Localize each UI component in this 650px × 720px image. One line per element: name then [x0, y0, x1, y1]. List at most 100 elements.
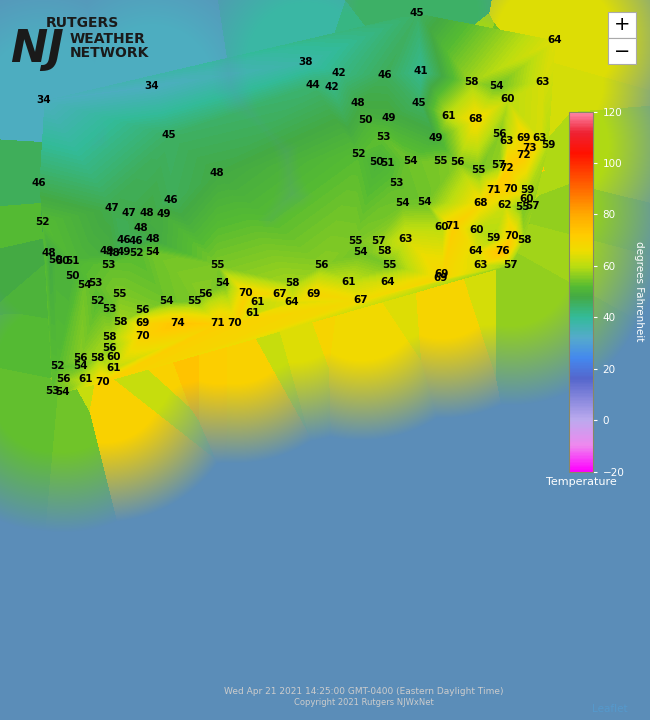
Text: −: − — [614, 42, 630, 60]
Text: 54: 54 — [353, 247, 367, 257]
Text: 54: 54 — [489, 81, 504, 91]
Text: 49: 49 — [157, 209, 171, 219]
Text: 57: 57 — [370, 236, 385, 246]
Text: Wed Apr 21 2021 14:25:00 GMT-0400 (Eastern Daylight Time): Wed Apr 21 2021 14:25:00 GMT-0400 (Easte… — [224, 687, 504, 696]
Text: 56: 56 — [492, 129, 506, 139]
Text: 48: 48 — [140, 208, 154, 218]
Text: 54: 54 — [216, 278, 230, 288]
Text: 54: 54 — [56, 387, 70, 397]
Text: 70: 70 — [136, 331, 150, 341]
Text: 50: 50 — [369, 157, 383, 167]
Text: 61: 61 — [251, 297, 265, 307]
Text: 55: 55 — [210, 260, 224, 270]
Text: 54: 54 — [77, 280, 91, 290]
Text: 54: 54 — [395, 198, 410, 208]
Text: 60: 60 — [500, 94, 515, 104]
Text: 70: 70 — [239, 288, 254, 298]
Text: 54: 54 — [145, 247, 159, 257]
Text: 46: 46 — [164, 195, 178, 205]
Text: 44: 44 — [306, 80, 320, 90]
Text: 55: 55 — [515, 202, 529, 212]
Text: 47: 47 — [122, 208, 136, 218]
Text: 58: 58 — [102, 332, 116, 342]
Text: 61: 61 — [107, 363, 122, 373]
Text: 68: 68 — [474, 198, 488, 208]
Text: 51: 51 — [380, 158, 395, 168]
Text: 50: 50 — [65, 271, 79, 281]
Text: 63: 63 — [398, 234, 413, 244]
Text: 54: 54 — [73, 361, 87, 371]
Text: 56: 56 — [314, 260, 328, 270]
Text: 53: 53 — [101, 260, 115, 270]
Text: WEATHER: WEATHER — [70, 32, 146, 46]
Text: 47: 47 — [105, 203, 120, 213]
Text: 50: 50 — [47, 255, 62, 265]
Text: 64: 64 — [469, 246, 484, 256]
Text: 59: 59 — [520, 185, 534, 195]
Text: 64: 64 — [381, 277, 395, 287]
Text: 48: 48 — [42, 248, 57, 258]
Text: 46: 46 — [378, 70, 393, 80]
Text: 52: 52 — [50, 361, 64, 371]
Text: Temperature: Temperature — [546, 477, 616, 487]
Text: 45: 45 — [162, 130, 176, 140]
Text: 60: 60 — [470, 225, 484, 235]
Text: 69: 69 — [517, 133, 531, 143]
Text: 62: 62 — [498, 200, 512, 210]
Text: 63: 63 — [533, 133, 547, 143]
Text: 46: 46 — [129, 236, 143, 246]
Text: 60: 60 — [107, 352, 122, 362]
Text: 42: 42 — [325, 82, 339, 92]
Text: 51: 51 — [65, 256, 79, 266]
Text: 49: 49 — [382, 113, 396, 123]
Text: 61: 61 — [79, 374, 93, 384]
Text: 69: 69 — [435, 269, 449, 279]
Text: 42: 42 — [332, 68, 346, 78]
Text: 60: 60 — [435, 222, 449, 232]
Text: 63: 63 — [474, 260, 488, 270]
Text: 53: 53 — [102, 304, 116, 314]
Text: 74: 74 — [170, 318, 185, 328]
Text: 48: 48 — [210, 168, 224, 178]
Text: 53: 53 — [389, 178, 403, 188]
Text: 52: 52 — [129, 248, 143, 258]
Text: 54: 54 — [403, 156, 417, 166]
Text: 48: 48 — [351, 98, 365, 108]
Text: 45: 45 — [410, 8, 424, 18]
Text: 71: 71 — [487, 185, 501, 195]
Text: 67: 67 — [354, 295, 369, 305]
Text: 54: 54 — [159, 296, 174, 306]
Text: 58: 58 — [285, 278, 299, 288]
Bar — [608, 38, 636, 64]
Text: 59: 59 — [486, 233, 500, 243]
Text: 55: 55 — [187, 296, 202, 306]
Text: 34: 34 — [36, 95, 51, 105]
Text: Copyright 2021 Rutgers NJWxNet: Copyright 2021 Rutgers NJWxNet — [294, 698, 434, 707]
Text: 69: 69 — [136, 318, 150, 328]
Text: 71: 71 — [446, 221, 460, 231]
Text: 73: 73 — [523, 143, 538, 153]
Text: 55: 55 — [382, 260, 396, 270]
Text: 57: 57 — [491, 160, 506, 170]
Text: 68: 68 — [469, 114, 483, 124]
Text: 52: 52 — [90, 296, 104, 306]
Text: 56: 56 — [135, 305, 150, 315]
Text: 53: 53 — [376, 132, 390, 142]
Text: 63: 63 — [536, 77, 551, 87]
Text: 72: 72 — [517, 150, 531, 160]
Text: 53: 53 — [45, 386, 59, 396]
Text: 63: 63 — [500, 136, 514, 146]
Text: +: + — [614, 16, 630, 35]
Text: 71: 71 — [211, 318, 226, 328]
Text: 61: 61 — [342, 277, 356, 287]
Text: RUTGERS: RUTGERS — [46, 16, 119, 30]
Text: 60: 60 — [520, 194, 534, 204]
Text: 38: 38 — [299, 57, 313, 67]
Text: 72: 72 — [500, 163, 514, 173]
Text: NETWORK: NETWORK — [70, 46, 150, 60]
Y-axis label: degrees Fahrenheit: degrees Fahrenheit — [634, 241, 644, 342]
Text: 70: 70 — [504, 184, 518, 194]
Text: 61: 61 — [442, 111, 456, 121]
Text: 76: 76 — [496, 246, 510, 256]
Text: 59: 59 — [541, 140, 555, 150]
